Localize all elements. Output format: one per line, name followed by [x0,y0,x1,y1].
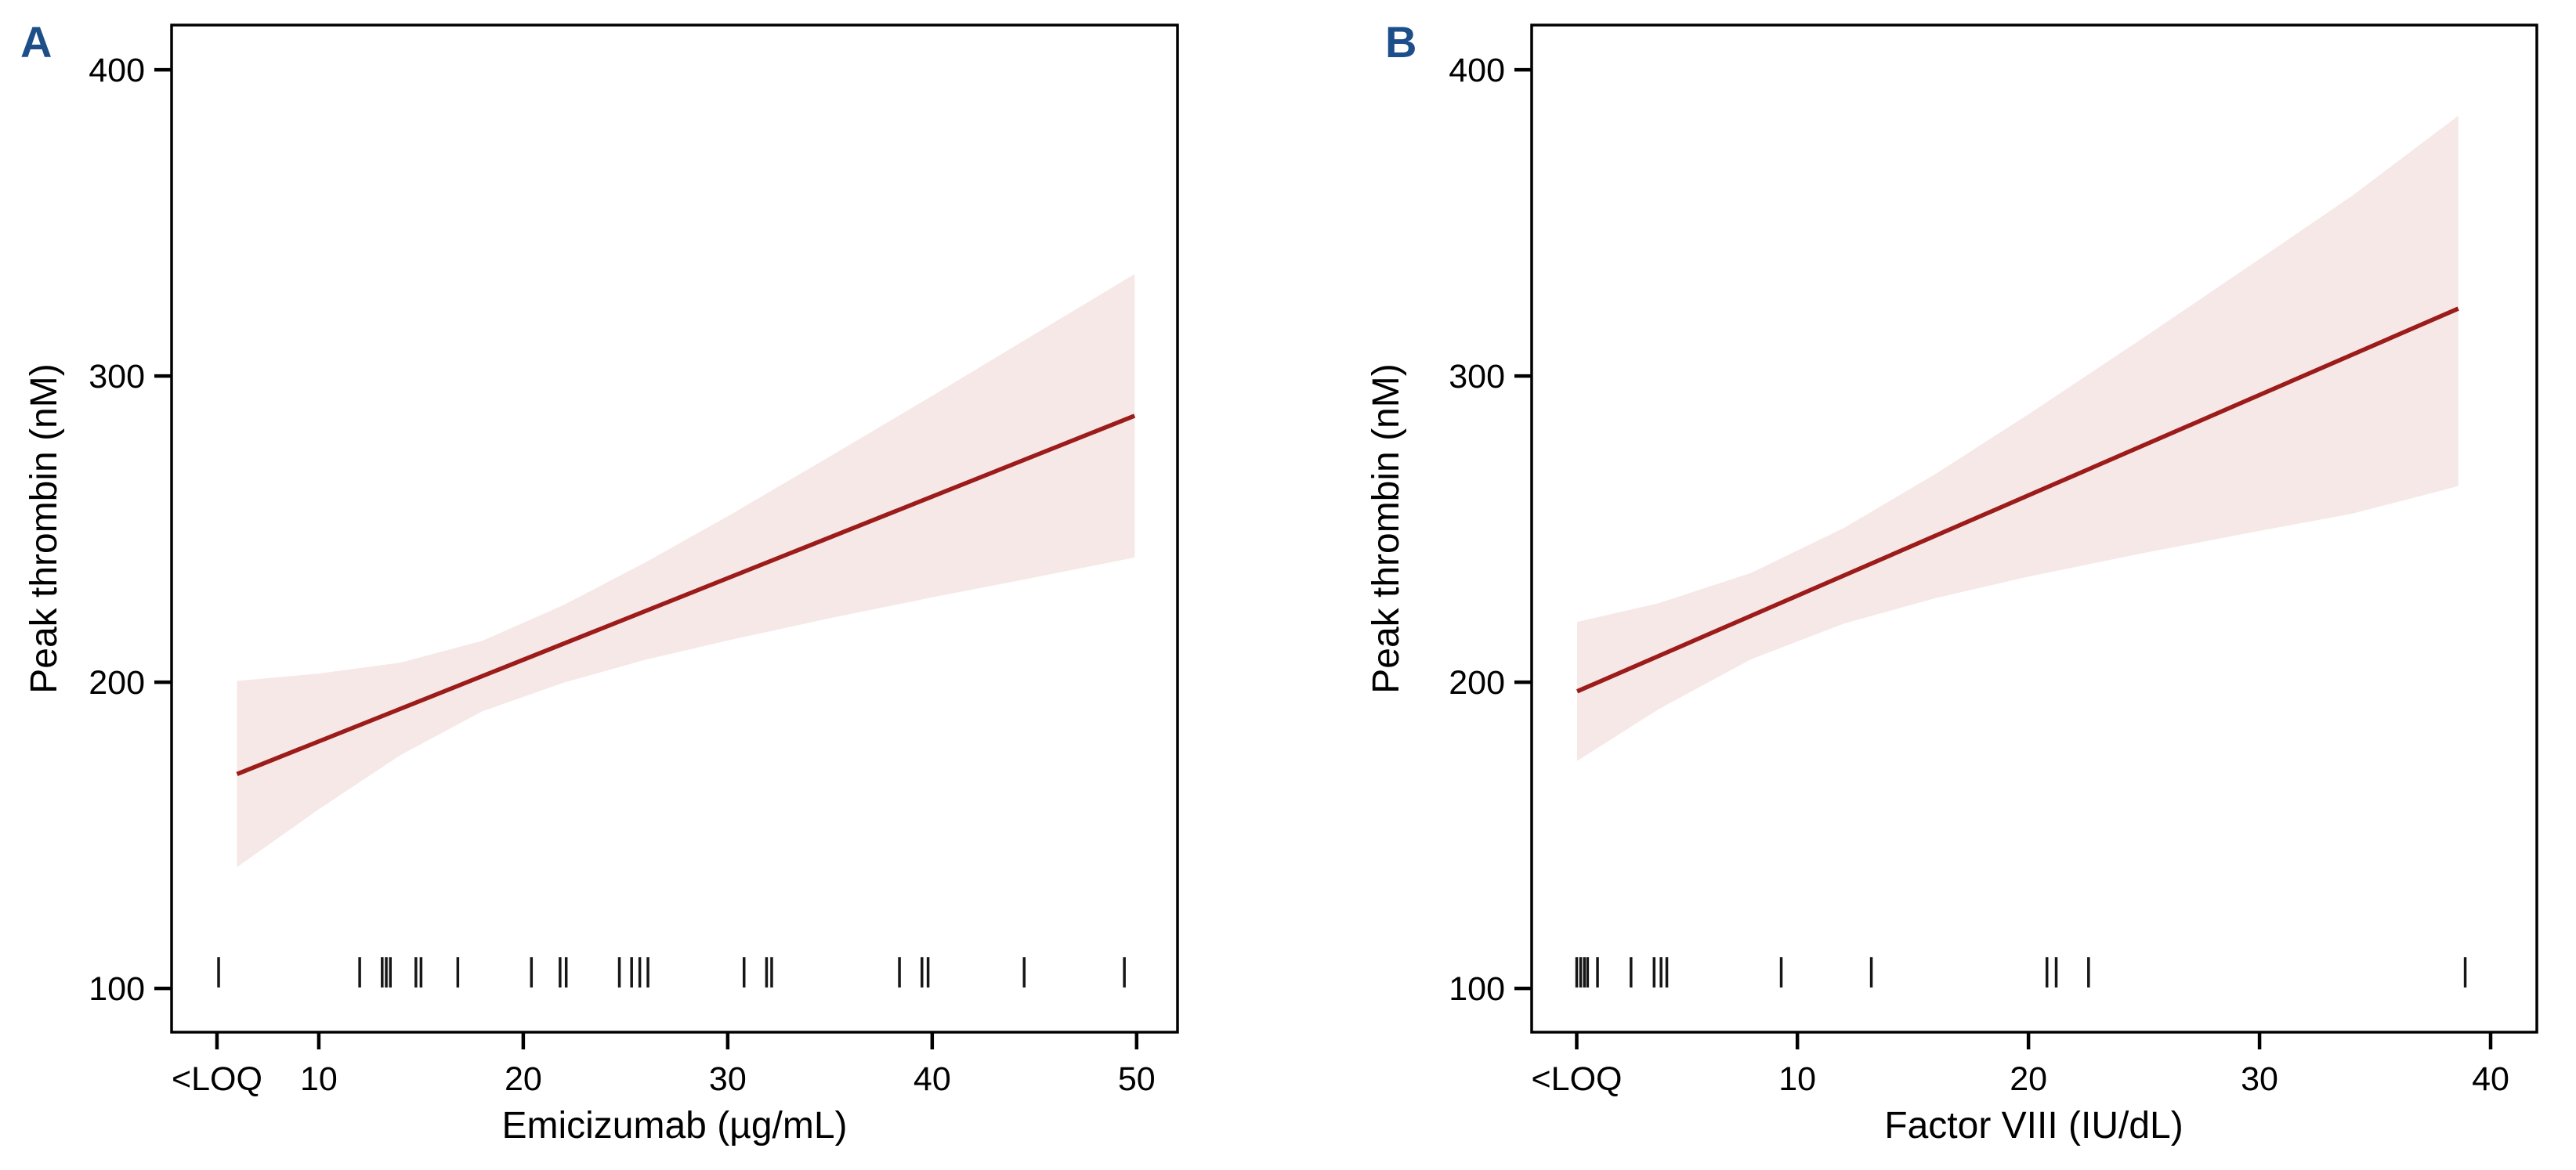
x-tick-label: 30 [2241,1060,2278,1098]
ci-band [1577,115,2458,761]
x-tick-label: 50 [1118,1060,1156,1098]
x-tick-label: 10 [300,1060,338,1098]
y-tick-label: 200 [89,664,145,702]
y-tick-label: 100 [89,970,145,1008]
x-tick-label: 10 [1778,1060,1816,1098]
regression-line [236,413,1136,776]
panel-border [170,23,1179,1034]
y-tick-label: 100 [1449,970,1505,1008]
y-tick-label: 200 [1449,664,1505,702]
x-tick-label: 30 [709,1060,747,1098]
y-tick-label: 300 [89,358,145,395]
panel-a-y-axis-title: Peak thrombin (nM) [24,363,65,694]
panel-b: <LOQ 10 20 30 40 100 200 300 400 [1449,23,2538,1098]
regression-line [1576,306,2459,694]
y-tick-label: 400 [1449,52,1505,89]
y-tick-label: 400 [89,52,145,89]
panel-a-x-axis-title: Emicizumab (µg/mL) [501,1105,848,1147]
panel-b-label: B [1385,17,1417,67]
y-tick-label: 300 [1449,358,1505,395]
x-tick-label: 40 [914,1060,951,1098]
ci-band [237,273,1135,868]
x-tick-label: 40 [2472,1060,2509,1098]
x-tick-label: <LOQ [1532,1060,1623,1098]
x-tick-label: 20 [505,1060,542,1098]
x-tick-label: <LOQ [172,1060,262,1098]
panel-a-label: A [20,17,52,67]
panel-b-x-axis-title: Factor VIII (IU/dL) [1884,1105,2183,1147]
panel-b-y-axis-title: Peak thrombin (nM) [1366,363,1407,694]
x-tick-label: 20 [2010,1060,2047,1098]
panel-a: <LOQ 10 20 30 40 50 100 200 300 400 [89,23,1179,1098]
panel-border [1530,23,2538,1034]
